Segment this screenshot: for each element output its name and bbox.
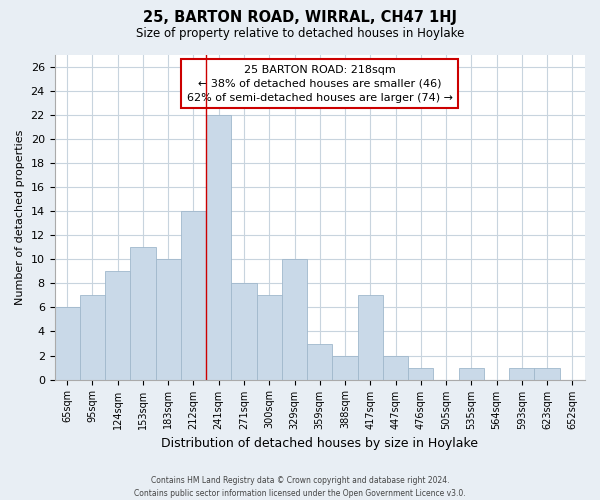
Bar — [408, 368, 433, 380]
Text: Contains HM Land Registry data © Crown copyright and database right 2024.
Contai: Contains HM Land Registry data © Crown c… — [134, 476, 466, 498]
Bar — [332, 356, 358, 380]
Text: Size of property relative to detached houses in Hoylake: Size of property relative to detached ho… — [136, 28, 464, 40]
Bar — [282, 260, 307, 380]
Bar — [307, 344, 332, 380]
Bar — [509, 368, 535, 380]
Bar — [358, 296, 383, 380]
Bar — [535, 368, 560, 380]
Bar — [383, 356, 408, 380]
Bar — [130, 248, 155, 380]
Bar — [80, 296, 105, 380]
Bar — [155, 260, 181, 380]
Bar — [257, 296, 282, 380]
Bar — [105, 272, 130, 380]
Text: 25, BARTON ROAD, WIRRAL, CH47 1HJ: 25, BARTON ROAD, WIRRAL, CH47 1HJ — [143, 10, 457, 25]
Bar — [206, 115, 232, 380]
Bar — [181, 212, 206, 380]
Bar — [55, 308, 80, 380]
Bar — [232, 284, 257, 380]
X-axis label: Distribution of detached houses by size in Hoylake: Distribution of detached houses by size … — [161, 437, 478, 450]
Bar — [458, 368, 484, 380]
Y-axis label: Number of detached properties: Number of detached properties — [15, 130, 25, 305]
Text: 25 BARTON ROAD: 218sqm
← 38% of detached houses are smaller (46)
62% of semi-det: 25 BARTON ROAD: 218sqm ← 38% of detached… — [187, 64, 453, 102]
